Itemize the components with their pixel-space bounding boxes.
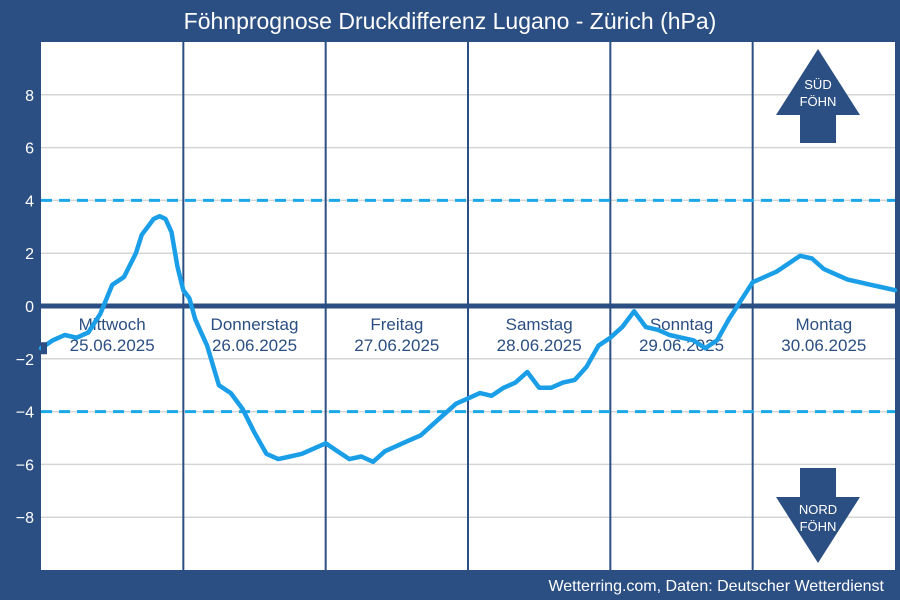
day-date-label: 29.06.2025 [639,336,724,355]
sued-arrow-label: FÖHN [800,94,837,109]
nord-foehn-arrow-icon [776,468,860,563]
y-tick-label: −6 [16,457,34,474]
y-tick-label: −2 [16,352,34,369]
day-date-label: 30.06.2025 [781,336,866,355]
y-tick-label: 0 [25,299,34,316]
y-tick-label: 8 [25,88,34,105]
y-tick-label: 2 [25,246,34,263]
y-tick-label: −8 [16,510,34,527]
y-tick-label: 6 [25,141,34,158]
day-date-label: 26.06.2025 [212,336,297,355]
nord-arrow-label: NORD [799,502,837,517]
sued-foehn-arrow-icon [776,49,860,143]
day-date-label: 25.06.2025 [70,336,155,355]
day-date-label: 27.06.2025 [354,336,439,355]
pressure-difference-line [38,213,898,465]
y-tick-label: −4 [16,405,34,422]
day-name-label: Montag [795,315,852,334]
nord-arrow-label: FÖHN [800,519,837,534]
day-date-label: 28.06.2025 [497,336,582,355]
y-tick-label: 4 [25,193,34,210]
sued-arrow-label: SÜD [804,77,831,92]
day-name-label: Freitag [370,315,423,334]
credit-text: Wetterring.com, Daten: Deutscher Wetterd… [548,578,884,595]
start-marker [41,342,47,355]
day-name-label: Donnerstag [211,315,299,334]
day-name-label: Samstag [506,315,573,334]
day-name-label: Sonntag [650,315,713,334]
chart-title: Föhnprognose Druckdifferenz Lugano - Zür… [183,8,717,34]
